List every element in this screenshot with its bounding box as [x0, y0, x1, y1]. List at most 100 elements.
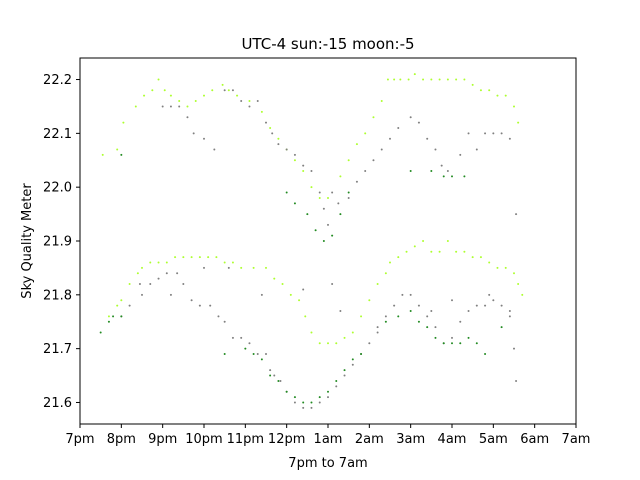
data-point [120, 153, 123, 156]
data-point [182, 256, 185, 259]
data-point [244, 347, 247, 350]
data-point [186, 116, 189, 119]
data-point [343, 374, 346, 377]
y-axis-label: Sky Quality Meter [20, 183, 35, 299]
data-point [331, 191, 334, 194]
y-tick-label: 22.0 [43, 181, 72, 196]
data-point [302, 164, 305, 167]
data-point [384, 315, 387, 318]
data-point [327, 390, 329, 393]
data-point [355, 180, 358, 183]
data-point [240, 336, 243, 339]
data-point [318, 196, 321, 199]
chart-title: UTC-4 sun:-15 moon:-5 [241, 35, 414, 53]
data-point [207, 256, 210, 259]
data-point [198, 256, 201, 259]
data-point [446, 170, 449, 173]
data-point [169, 293, 172, 296]
data-point [252, 266, 255, 269]
data-point [310, 186, 313, 189]
data-point [440, 164, 443, 167]
data-point [508, 315, 511, 318]
data-point [318, 396, 321, 399]
data-point [446, 78, 449, 81]
data-point [479, 256, 482, 259]
data-point [492, 299, 495, 302]
data-point [484, 132, 487, 135]
data-point [165, 272, 168, 275]
data-point [496, 266, 499, 269]
data-point [165, 261, 168, 264]
data-point [475, 342, 478, 345]
data-point [112, 315, 115, 318]
data-point [397, 256, 400, 259]
data-point [149, 261, 152, 264]
data-point [351, 358, 354, 361]
data-points [99, 73, 524, 409]
x-axis-label: 7pm to 7am [288, 456, 367, 471]
data-point [339, 213, 342, 216]
data-point [459, 320, 462, 323]
data-point [459, 342, 462, 345]
data-point [231, 336, 234, 339]
data-point [488, 89, 491, 92]
data-point [430, 250, 433, 253]
data-point [107, 320, 110, 323]
data-point [417, 320, 420, 323]
data-point [138, 283, 141, 286]
data-point [401, 293, 404, 296]
data-point [176, 272, 179, 275]
data-point [279, 379, 282, 382]
data-point [322, 240, 325, 242]
data-point [393, 304, 396, 307]
data-point [248, 342, 251, 345]
data-point [426, 137, 429, 140]
data-point [417, 304, 420, 307]
data-point [141, 266, 143, 269]
data-point [360, 315, 363, 318]
x-tick-label: 10pm [185, 432, 222, 447]
data-point [434, 336, 437, 339]
y-tick-label: 22.2 [43, 73, 72, 88]
data-point [265, 121, 267, 124]
data-point [393, 78, 396, 81]
data-point [508, 309, 511, 312]
data-point [376, 326, 379, 329]
data-point [327, 196, 329, 199]
data-point [463, 250, 466, 253]
data-point [209, 304, 212, 307]
data-point [318, 401, 321, 404]
data-point [331, 234, 334, 237]
data-point [211, 89, 214, 92]
data-point [372, 116, 375, 119]
data-point [240, 266, 243, 269]
data-point [302, 406, 305, 409]
data-point [269, 374, 272, 377]
data-point [368, 299, 371, 302]
data-point [409, 170, 412, 173]
data-point [500, 326, 503, 329]
data-point [157, 261, 160, 264]
data-point [136, 272, 139, 275]
data-point [213, 148, 216, 151]
data-point [451, 342, 453, 345]
data-point [380, 100, 383, 103]
data-point [430, 78, 433, 81]
data-point [355, 143, 358, 146]
data-point [192, 132, 195, 135]
data-point [339, 175, 342, 178]
data-point [504, 266, 507, 269]
data-point [163, 89, 166, 92]
y-axis: 21.6 21.7 21.8 21.9 22.0 22.1 22.2 [43, 73, 80, 411]
data-point [281, 283, 284, 286]
data-point [178, 105, 181, 108]
data-point [236, 94, 239, 97]
data-point [407, 78, 410, 81]
data-point [347, 196, 350, 199]
data-point [500, 304, 503, 307]
data-point [430, 309, 433, 312]
y-tick-label: 22.1 [43, 127, 72, 142]
data-point [157, 277, 160, 280]
data-point [217, 315, 220, 318]
data-point [475, 148, 478, 151]
